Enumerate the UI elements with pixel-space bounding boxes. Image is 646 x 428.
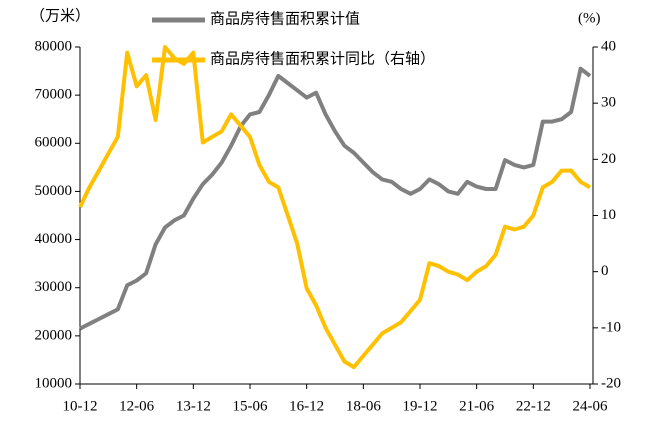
- y2-tick-label: -10: [601, 319, 621, 335]
- y2-tick-label: 20: [601, 151, 616, 167]
- y-tick-label: 10000: [35, 375, 73, 391]
- y-tick-label: 20000: [35, 327, 73, 343]
- y-tick-label: 60000: [35, 135, 73, 151]
- y-unit-label: （万米）: [30, 7, 90, 24]
- y2-tick-label: 10: [601, 207, 616, 223]
- series-line: [78, 45, 592, 370]
- y2-tick-label: 0: [601, 263, 609, 279]
- x-tick-label: 21-06: [459, 398, 494, 414]
- y-tick-label: 70000: [35, 87, 73, 103]
- y2-tick-label: 30: [601, 95, 616, 111]
- y-tick-label: 50000: [35, 183, 73, 199]
- y2-tick-label: -20: [601, 375, 621, 391]
- x-tick-label: 13-12: [176, 398, 211, 414]
- x-tick-label: 16-12: [289, 398, 324, 414]
- legend-label: 商品房待售面积累计值: [210, 10, 360, 27]
- x-tick-label: 10-12: [63, 398, 98, 414]
- y-tick-label: 80000: [35, 38, 73, 54]
- legend-label: 商品房待售面积累计同比（右轴）: [210, 50, 435, 67]
- x-tick-label: 24-06: [573, 398, 608, 414]
- x-tick-label: 22-12: [516, 398, 551, 414]
- x-tick-label: 15-06: [233, 398, 268, 414]
- x-tick-label: 12-06: [119, 398, 154, 414]
- y2-unit-label: (%): [578, 10, 601, 26]
- y2-tick-label: 40: [601, 38, 616, 54]
- x-tick-label: 19-12: [403, 398, 438, 414]
- x-tick-label: 18-06: [346, 398, 381, 414]
- y-tick-label: 40000: [35, 231, 73, 247]
- series-line: [79, 66, 592, 331]
- y-tick-label: 30000: [35, 279, 73, 295]
